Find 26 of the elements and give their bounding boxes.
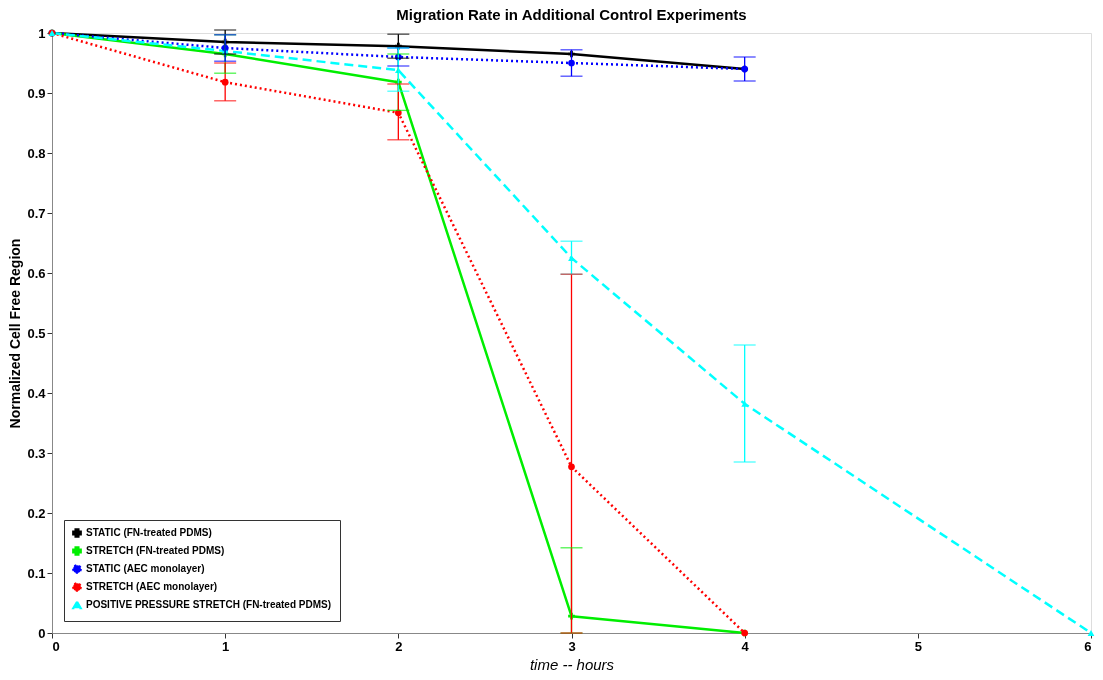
y-axis-title: Normalized Cell Free Region xyxy=(7,238,24,429)
y-tick-label: 1 xyxy=(38,25,46,41)
y-tick-label: 0.9 xyxy=(27,85,46,101)
y-tick-label: 0.1 xyxy=(27,565,46,581)
legend-label: STRETCH (FN-treated PDMS) xyxy=(86,545,225,556)
legend-label: STRETCH (AEC monolayer) xyxy=(86,581,218,592)
x-tick-label: 5 xyxy=(914,638,922,654)
x-axis-title: time -- hours xyxy=(529,655,615,673)
x-tick-label: 4 xyxy=(741,638,750,654)
y-tick-label: 0.3 xyxy=(27,445,46,461)
chart-title: Migration Rate in Additional Control Experiments xyxy=(396,6,747,23)
y-tick-label: 0.7 xyxy=(27,205,46,221)
legend-label: POSITIVE PRESSURE STRETCH (FN-treated PDMS) xyxy=(86,599,332,610)
x-tick-label: 6 xyxy=(1084,638,1092,654)
y-tick-label: 0.4 xyxy=(27,385,47,401)
x-tick-label: 0 xyxy=(52,638,60,654)
x-tick-label: 3 xyxy=(568,638,576,654)
y-tick-label: 0.2 xyxy=(27,505,46,521)
x-tick-label: 2 xyxy=(395,638,403,654)
y-tick-label: 0.5 xyxy=(27,325,46,341)
y-tick-label: 0.6 xyxy=(27,265,46,281)
y-tick-label: 0.8 xyxy=(27,145,46,161)
x-tick-label: 1 xyxy=(222,638,230,654)
legend-label: STATIC (AEC monolayer) xyxy=(86,563,205,574)
y-tick-label: 0 xyxy=(38,625,46,641)
legend-label: STATIC (FN-treated PDMS) xyxy=(86,527,212,538)
